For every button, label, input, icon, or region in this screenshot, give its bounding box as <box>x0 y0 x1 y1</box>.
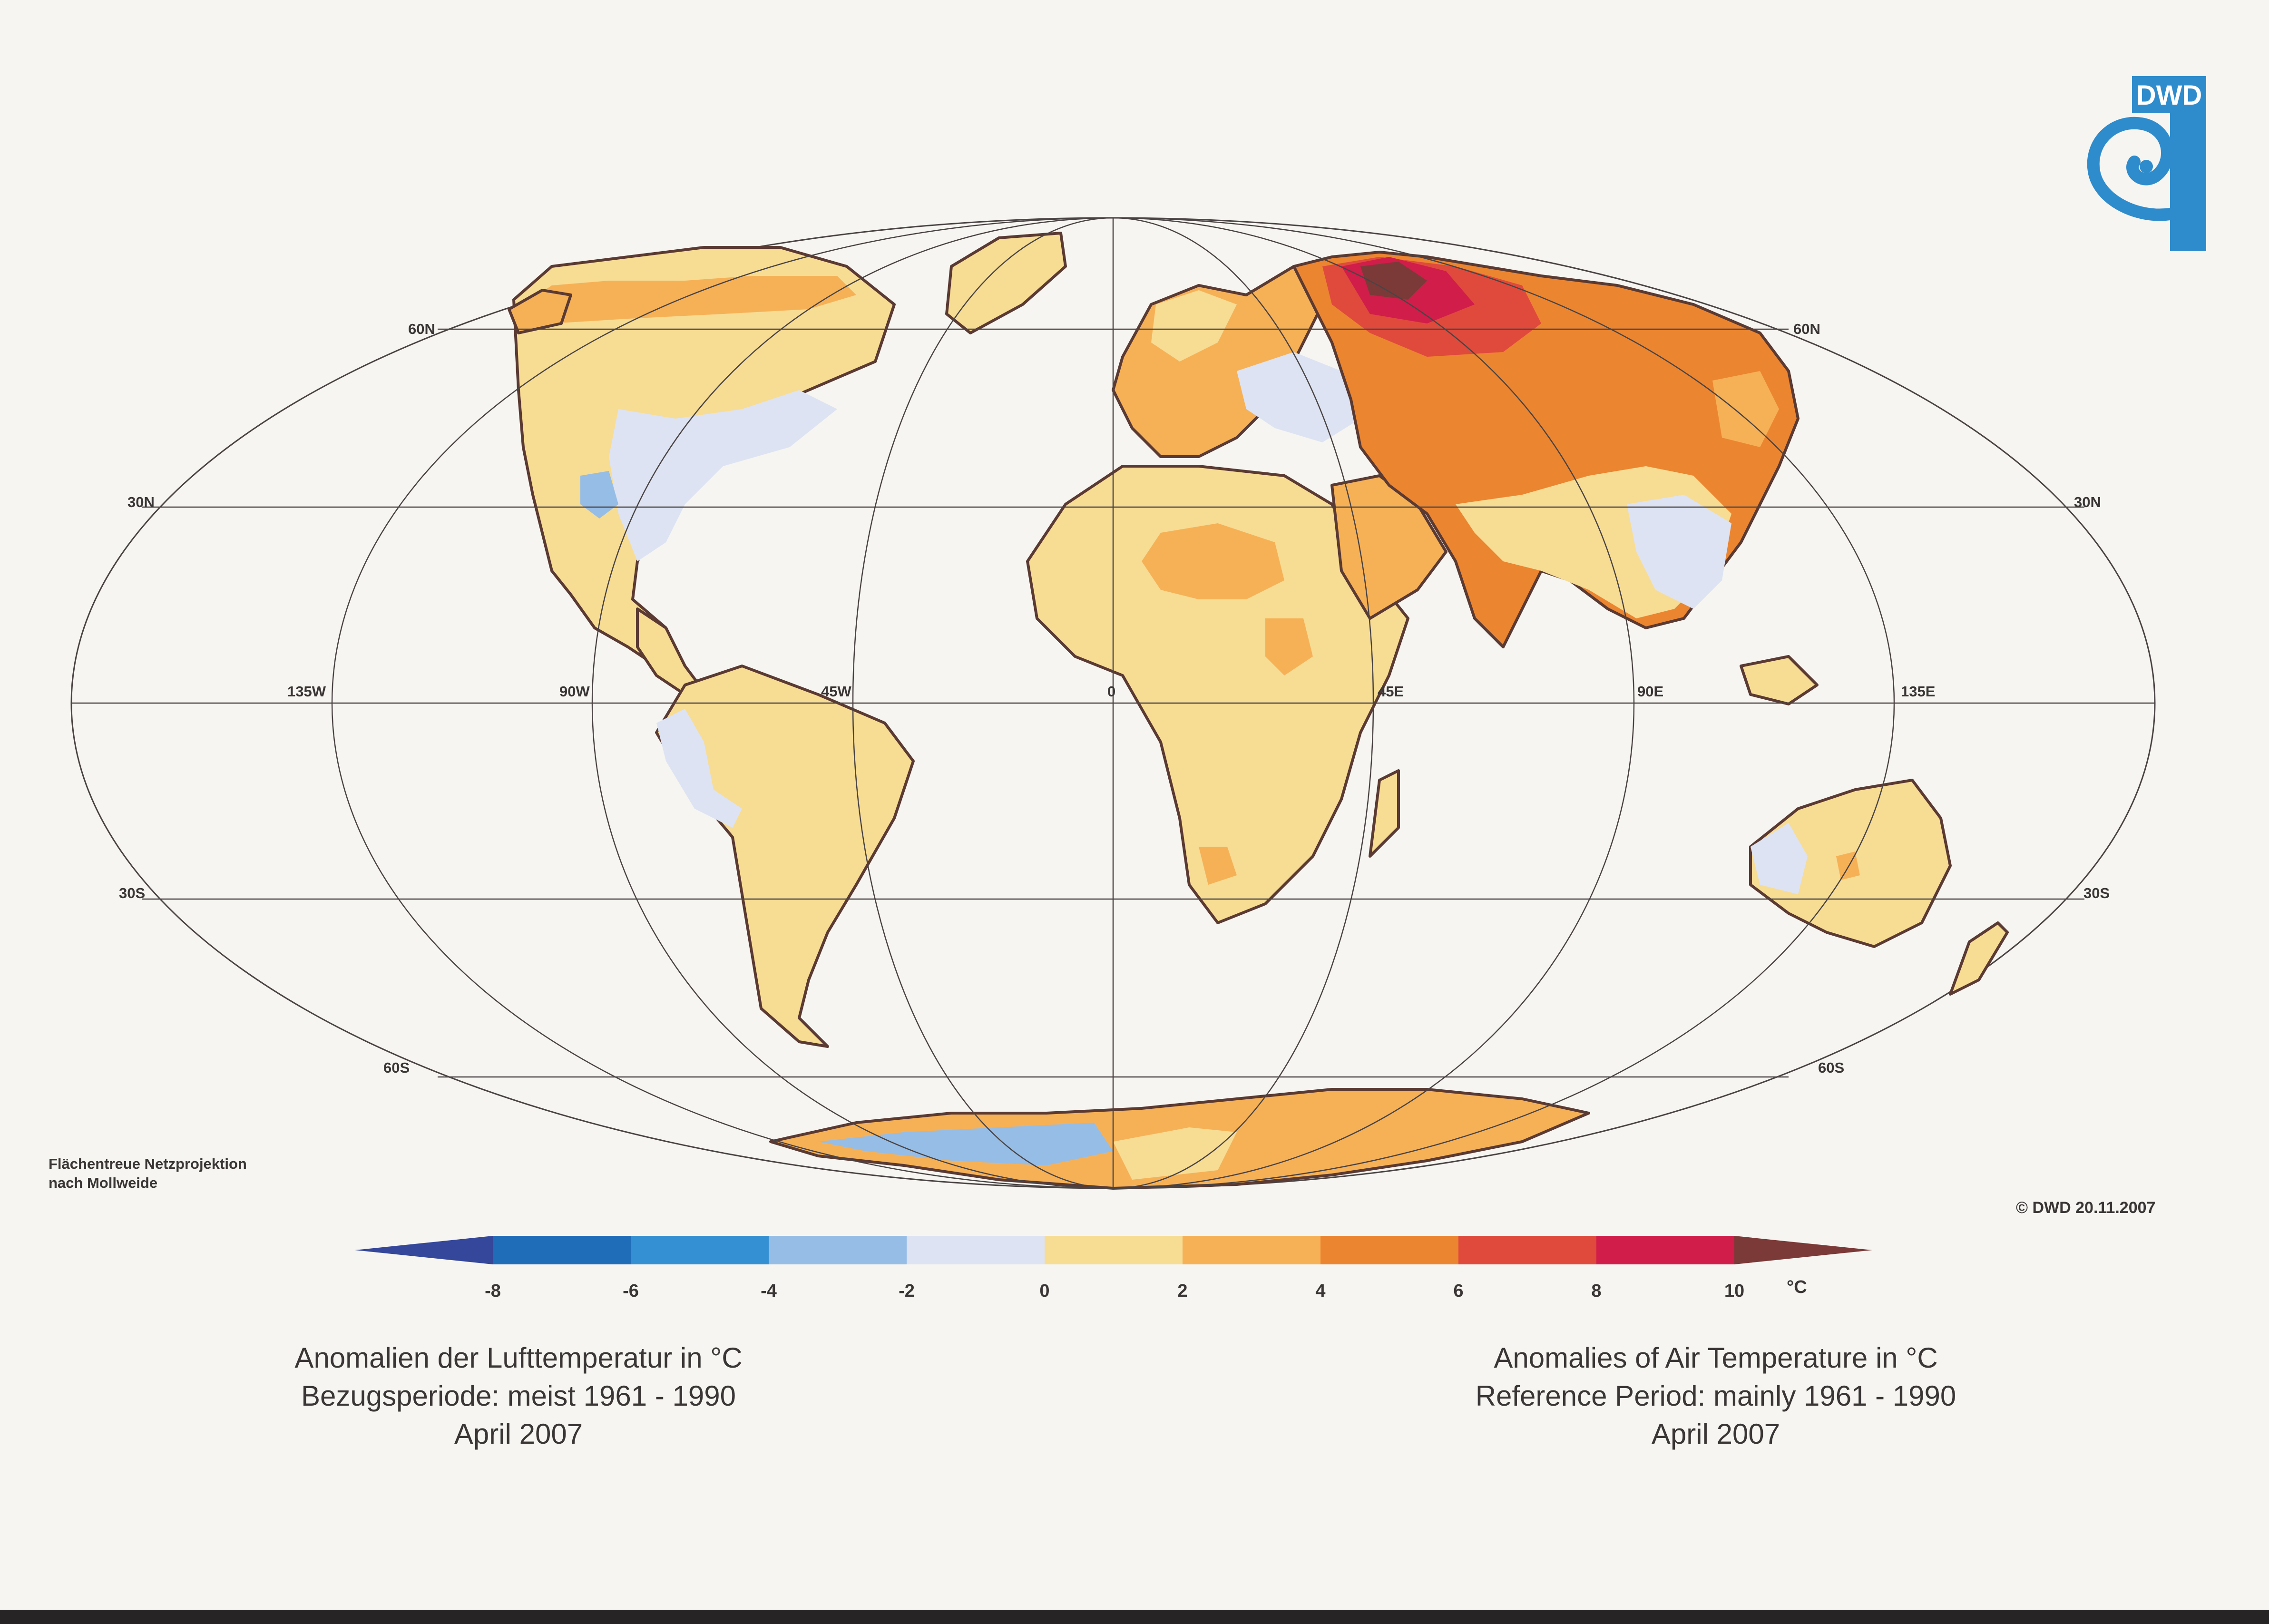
projection-note-line1: Flächentreue Netzprojektion <box>49 1155 247 1172</box>
lat-label-30s-right: 30S <box>2083 885 2110 901</box>
north-canada-anomaly <box>523 276 856 323</box>
china-cool <box>1627 495 1731 609</box>
colorbar-tick-label: 4 <box>1315 1281 1325 1301</box>
lat-label-60n-right: 60N <box>1793 321 1820 337</box>
title-de-line1: Anomalien der Lufttemperatur in °C <box>294 1342 743 1374</box>
lon-label-90e: 90E <box>1637 683 1663 700</box>
sa-cool-area <box>656 709 742 828</box>
madagascar <box>1369 769 1400 858</box>
europe-cool <box>1237 352 1360 442</box>
lat-label-60s-right: 60S <box>1818 1059 1844 1076</box>
colorbar-tick-label: -4 <box>761 1281 777 1301</box>
title-en-line2: Reference Period: mainly 1961 - 1990 <box>1475 1380 1956 1412</box>
colorbar-tick-label: 10 <box>1724 1281 1744 1301</box>
lon-label-45e: 45E <box>1378 683 1404 700</box>
lat-label-60n-left: 60N <box>408 321 435 337</box>
colorbar-tick-label: 0 <box>1039 1281 1049 1301</box>
graticule-labels: 60N 60N 30N 30N 30S 30S 60S 60S 135W 90W… <box>119 321 2110 1076</box>
lat-label-30s-left: 30S <box>119 885 145 901</box>
africa-warm-2 <box>1265 618 1313 675</box>
lon-label-0: 0 <box>1107 683 1115 700</box>
lon-label-90w: 90W <box>559 683 590 700</box>
colorbar-segment <box>631 1236 769 1264</box>
greenland <box>945 232 1067 334</box>
title-english: Anomalies of Air Temperature in °C Refer… <box>1407 1339 2025 1453</box>
africa-warm-1 <box>1142 523 1284 599</box>
scan-edge-strip <box>0 1610 2269 1624</box>
colorbar-tick-label: 2 <box>1177 1281 1187 1301</box>
antarctica-cool <box>818 1123 1113 1165</box>
colorbar-segment <box>769 1236 907 1264</box>
colorbar-segment <box>1045 1236 1183 1264</box>
colorbar-segment <box>907 1236 1045 1264</box>
africa-warm-3 <box>1199 847 1237 885</box>
colorbar-tick-label: -2 <box>899 1281 915 1301</box>
south-america <box>655 665 915 1048</box>
lat-label-30n-right: 30N <box>2074 494 2101 510</box>
meridian-135 <box>331 217 1895 1189</box>
projection-note: Flächentreue Netzprojektion nach Mollwei… <box>49 1154 247 1193</box>
title-en-line1: Anomalies of Air Temperature in °C <box>1494 1342 1938 1374</box>
logo-swirl-icon <box>2087 117 2176 221</box>
new-zealand <box>1949 921 2009 996</box>
colorbar-extend-high <box>1734 1236 1872 1264</box>
colorbar-extend-low <box>355 1236 493 1264</box>
lon-label-135e: 135E <box>1901 683 1935 700</box>
indonesia <box>1740 655 1819 705</box>
title-german: Anomalien der Lufttemperatur in °C Bezug… <box>209 1339 828 1453</box>
colorbar-segment <box>1320 1236 1459 1264</box>
logo-badge <box>2132 76 2206 113</box>
colorbar-segment <box>493 1236 631 1264</box>
title-en-line3: April 2007 <box>1651 1418 1780 1450</box>
africa <box>1026 465 1409 924</box>
title-de-line2: Bezugsperiode: meist 1961 - 1990 <box>301 1380 736 1412</box>
graticule <box>71 217 2155 1189</box>
dwd-logo: DWD <box>2080 76 2206 251</box>
colorbar-segment <box>1183 1236 1321 1264</box>
siberia-peak <box>1360 262 1427 300</box>
colorbar-tick-label: 6 <box>1453 1281 1463 1301</box>
east-asia-anomaly <box>1712 371 1779 447</box>
colorbar: -8 -6 -4 -2 0 2 4 6 8 10 °C <box>355 1236 1872 1301</box>
australia-cool <box>1751 823 1808 894</box>
lon-label-135w: 135W <box>287 683 326 700</box>
projection-note-line2: nach Mollweide <box>49 1174 158 1191</box>
logo-text: DWD <box>2136 80 2202 111</box>
antarctica-mild <box>1113 1127 1237 1180</box>
copyright-note: © DWD 20.11.2007 <box>2016 1199 2156 1217</box>
lat-label-30n-left: 30N <box>127 494 155 510</box>
colorbar-tick-label: -8 <box>485 1281 501 1301</box>
scandinavia-anomaly <box>1151 290 1237 362</box>
na-cool-area <box>609 390 837 561</box>
colorbar-tick-label: 8 <box>1591 1281 1601 1301</box>
logo-column <box>2170 113 2206 251</box>
lon-label-45w: 45W <box>821 683 851 700</box>
colorbar-segment <box>1596 1236 1735 1264</box>
title-de-line3: April 2007 <box>454 1418 583 1450</box>
colorbar-unit: °C <box>1787 1277 1807 1297</box>
australia-warm <box>1836 851 1860 880</box>
landmasses <box>508 232 2009 1190</box>
colorbar-tick-label: -6 <box>623 1281 639 1301</box>
colorbar-segment <box>1458 1236 1597 1264</box>
lat-label-60s-left: 60S <box>383 1059 410 1076</box>
